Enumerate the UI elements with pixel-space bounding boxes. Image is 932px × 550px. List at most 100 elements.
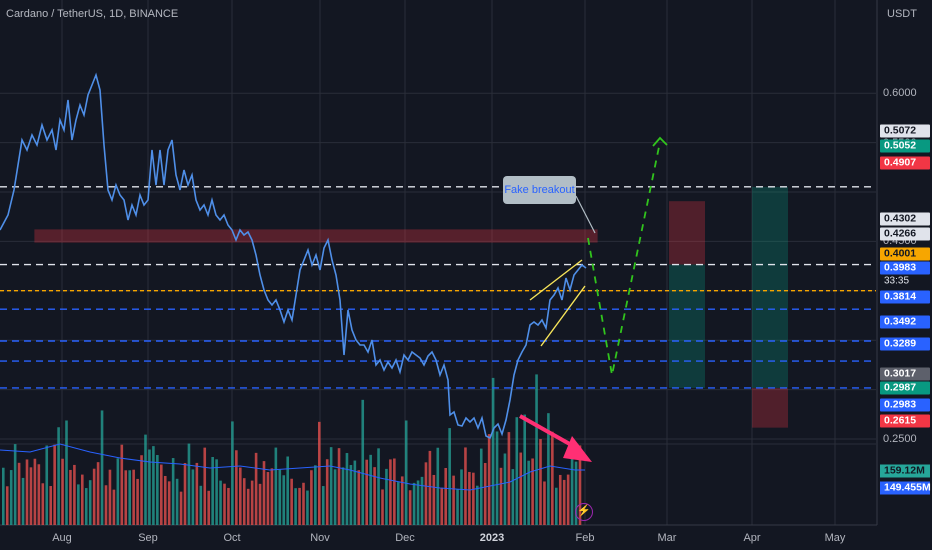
volume-bar (523, 414, 526, 525)
volume-arrow-head (563, 436, 592, 462)
volume-bar (120, 444, 124, 525)
volume-bar (472, 472, 475, 525)
volume-bar (231, 421, 234, 525)
volume-bar (195, 462, 199, 525)
volume-bar (333, 469, 337, 525)
volume-bar (452, 475, 455, 525)
volume-bar (274, 447, 278, 525)
volume-bar (539, 439, 542, 525)
volume-bar (140, 455, 143, 525)
long-position-loss-zone (752, 387, 788, 428)
volume-bars (2, 374, 582, 525)
price-badge: 0.3289 (880, 337, 930, 351)
volume-bar (460, 469, 463, 525)
volume-bar (203, 447, 207, 525)
volume-bar (369, 454, 372, 525)
volume-bar (385, 468, 388, 525)
volume-bar (527, 460, 530, 525)
volume-bar (160, 464, 163, 525)
volume-bar (73, 464, 76, 525)
callout-pointer (575, 195, 596, 234)
volume-bar (171, 458, 175, 525)
volume-badge: 159.12M (880, 464, 930, 478)
volume-bar (254, 452, 258, 525)
volume-bar (535, 374, 538, 525)
time-axis-tick: Feb (575, 532, 595, 544)
volume-bar (566, 474, 570, 525)
volume-bar (444, 468, 447, 525)
time-axis-tick: Sep (138, 532, 158, 544)
price-badge: 0.3814 (880, 290, 930, 304)
volume-bar (37, 464, 41, 525)
volume-bar (416, 480, 420, 525)
price-badge: 0.5072 (880, 124, 930, 138)
volume-bar (45, 445, 49, 525)
volume-bar (187, 443, 191, 525)
volume-bar (116, 458, 120, 525)
volume-arrow-shaft (519, 414, 576, 449)
volume-bar (250, 480, 254, 525)
volume-bar (33, 458, 37, 525)
volume-bar (207, 490, 210, 525)
volume-bar (81, 474, 84, 525)
volume-bar (77, 484, 80, 525)
volume-bar (96, 462, 100, 525)
volume-bar (551, 431, 554, 525)
volume-bar (128, 470, 131, 525)
volume-bar (266, 472, 270, 525)
price-line (0, 72, 587, 440)
time-axis-tick: Dec (395, 532, 415, 544)
volume-bar (491, 377, 495, 525)
volume-bar (464, 447, 467, 525)
price-badge: 0.5052 (880, 139, 930, 153)
volume-bar (246, 488, 250, 525)
volume-bar (578, 445, 582, 525)
price-badge: 0.4302 (880, 212, 930, 226)
volume-bar (408, 490, 412, 525)
channel-lower-line (540, 285, 586, 347)
volume-bar (57, 427, 60, 525)
volume-bar (84, 488, 88, 525)
volume-bar (156, 455, 159, 525)
symbol-title[interactable]: Cardano / TetherUS, 1D, BINANCE (6, 8, 179, 20)
price-badge: 0.2983 (880, 398, 930, 412)
volume-bar (381, 489, 384, 525)
price-badge: 0.4266 (880, 227, 930, 241)
replay-lightning-icon[interactable]: ⚡ (575, 503, 593, 521)
grid-lines (0, 0, 876, 525)
volume-bar (456, 489, 459, 525)
fake-breakout-callout[interactable]: Fake breakout (503, 176, 576, 204)
volume-bar (499, 467, 503, 525)
volume-bar (179, 491, 183, 525)
volume-bar (167, 481, 171, 525)
volume-bar (479, 448, 483, 525)
price-badge: 0.4001 (880, 247, 930, 261)
time-axis-tick: Oct (223, 532, 241, 544)
volume-bar (357, 470, 361, 525)
volume-bar (215, 459, 218, 525)
volume-bar (199, 485, 203, 525)
volume-bar (25, 459, 29, 525)
volume-bar (476, 485, 479, 525)
volume-bar (345, 453, 349, 525)
volume-bar (21, 477, 25, 525)
currency-label: USDT (887, 8, 917, 20)
volume-bar (262, 461, 266, 525)
volume-bar (92, 468, 96, 525)
volume-bar (302, 482, 305, 525)
volume-bar (223, 483, 226, 525)
volume-bar (29, 467, 33, 525)
projection-arrowhead (652, 136, 668, 147)
volume-bar (310, 470, 313, 525)
volume-bar (294, 488, 297, 525)
volume-bar (175, 478, 179, 525)
volume-bar (412, 482, 416, 525)
volume-ma-line (0, 443, 585, 491)
volume-bar (148, 449, 151, 525)
volume-bar (270, 468, 274, 525)
volume-bar (144, 434, 147, 525)
volume-bar (389, 459, 392, 525)
volume-bar (65, 420, 68, 525)
bar-countdown: 33:35 (884, 275, 910, 287)
